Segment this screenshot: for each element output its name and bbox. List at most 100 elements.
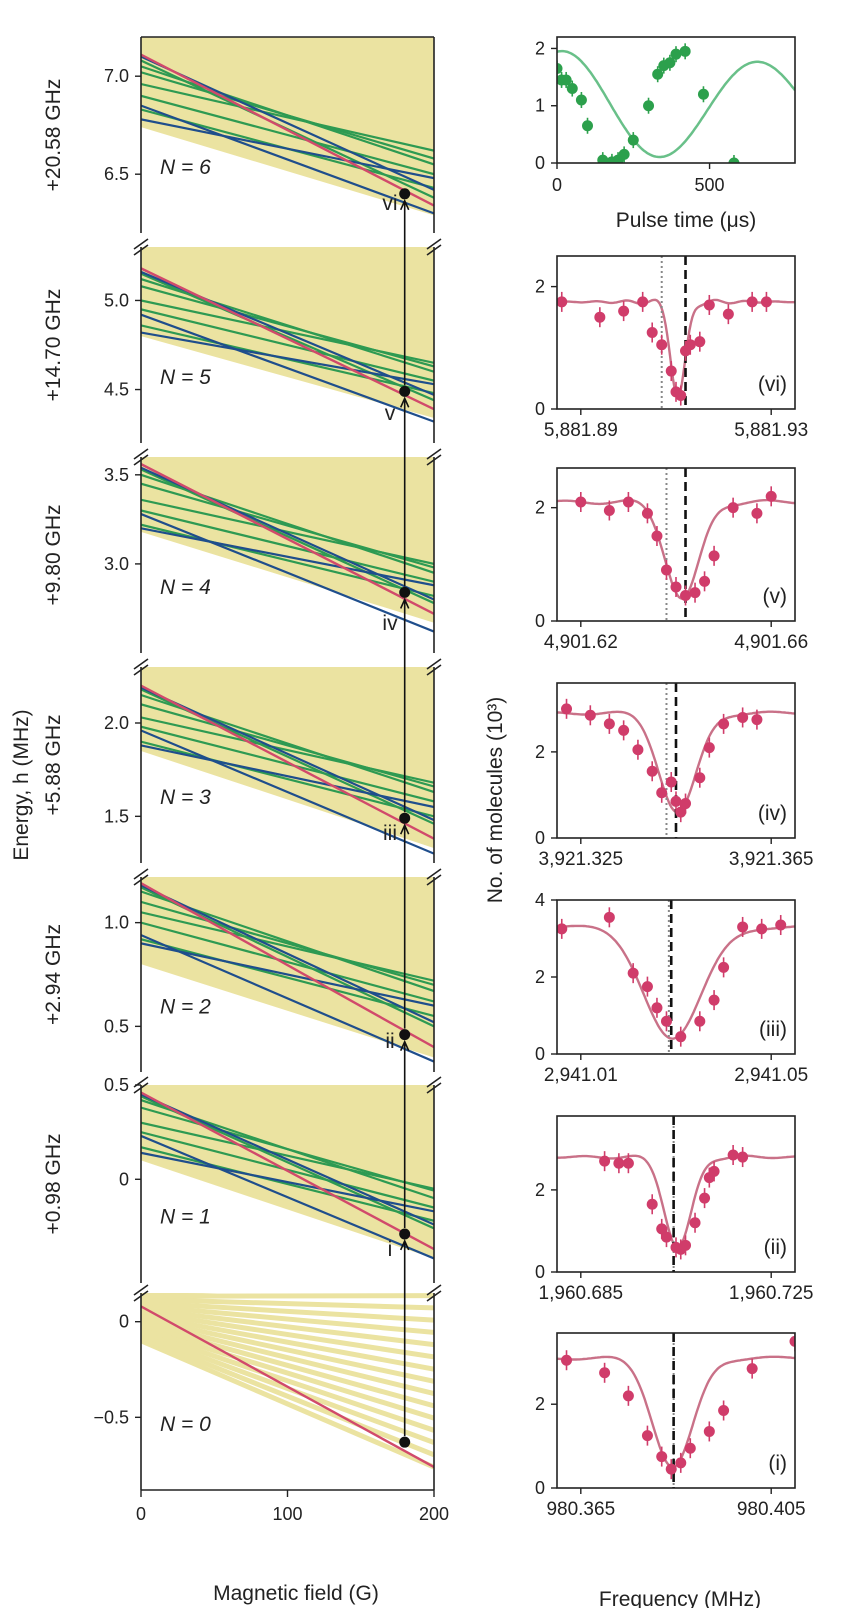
spectrum-panel: 0 2 1,960.685 1,960.725 (ii) <box>535 1115 813 1304</box>
rabi-data-point <box>566 83 578 95</box>
y-tick-label: 3.5 <box>104 465 129 485</box>
x-tick-label: 5,881.89 <box>544 420 618 441</box>
rotational-level-label: N = 2 <box>160 996 211 1019</box>
spectrum-data-point <box>694 1015 706 1027</box>
spectrum-data-point <box>684 339 696 351</box>
y-tick-label: 2 <box>535 277 545 297</box>
spectrum-data-point <box>603 911 615 923</box>
green-state-line <box>141 94 434 176</box>
manifold-line <box>141 1296 434 1311</box>
y-tick-label: 2 <box>535 967 545 987</box>
state-fan <box>141 1293 434 1470</box>
manifold-line <box>141 1293 434 1299</box>
y-tick-label: 0 <box>119 1169 129 1189</box>
arrow-head <box>399 1239 410 1251</box>
spectrum-data-point <box>708 550 720 562</box>
axis-break-mark <box>426 1284 442 1302</box>
arrow-head <box>399 597 410 609</box>
green-state-line <box>141 71 434 160</box>
green-state-line <box>141 703 434 788</box>
spectrum-label: (ii) <box>764 1236 787 1259</box>
y-tick-label: 0 <box>535 1044 545 1064</box>
state-marker <box>399 1029 411 1041</box>
energy-panel: 3.0 3.5 +9.80 GHz N = 4 v <box>42 402 442 653</box>
x-tick-label: 2,941.01 <box>544 1065 618 1086</box>
y-tick-label: 1.0 <box>104 913 129 933</box>
spectrum-data-point <box>665 365 677 377</box>
energy-panel: 0.5 1.0 +2.94 GHz N = 2 iii <box>42 822 442 1072</box>
spectrum-data-point <box>708 994 720 1006</box>
y-tick-label: 2 <box>535 498 545 518</box>
panel-plot-area <box>141 1085 434 1260</box>
rabi-data-point <box>664 57 676 69</box>
axis-break-mark <box>426 868 442 886</box>
red-state-line <box>141 267 434 411</box>
spectrum-data-point <box>599 1155 611 1167</box>
spectrum-data-point <box>599 1367 611 1379</box>
spectrum-data-point <box>603 505 615 516</box>
y-tick-label: 2 <box>535 1394 545 1414</box>
spectrum-data-point <box>656 787 668 799</box>
energy-panel: −0.5 0 N = 0 i <box>93 1238 442 1491</box>
spectrum-data-point <box>584 709 596 721</box>
y-tick-label: 2 <box>535 38 545 58</box>
spectrum-data-point <box>694 772 706 784</box>
panel-plot-area <box>141 1293 434 1470</box>
left-ylabel: Energy, h (MHz) <box>10 709 33 860</box>
y-tick-label: 4 <box>535 890 545 910</box>
arrow-head <box>399 396 410 408</box>
state-marker <box>399 188 411 200</box>
state-manifold <box>141 37 434 216</box>
energy-panel: 1.5 2.0 +5.88 GHz N = 3 iv <box>42 612 442 863</box>
spectrum-plot-area <box>557 468 795 621</box>
x-tick-label: 5,881.93 <box>734 420 808 441</box>
energy-offset-label: +14.70 GHz <box>42 289 65 402</box>
spectrum-label: (vi) <box>758 373 787 396</box>
spectrum-data-point <box>665 1463 677 1475</box>
spectrum-data-point <box>718 1405 730 1416</box>
transition-label: i <box>388 1238 393 1261</box>
spectrum-data-point <box>727 502 739 514</box>
plot-frame <box>556 1115 796 1273</box>
spectrum-data-point <box>618 305 630 317</box>
spectrum-fit-curve <box>557 1355 795 1469</box>
spectrum-panel: 0 2 5,881.89 5,881.93 (vi) <box>535 255 808 441</box>
manifold-line <box>141 1312 434 1372</box>
x-tick-label: 0 <box>552 175 562 195</box>
spectrum-data-point <box>675 390 687 402</box>
spectrum-data-point <box>660 1015 672 1027</box>
spectrum-data-point <box>760 296 772 308</box>
spectrum-data-point <box>670 581 682 593</box>
arrow-head <box>399 1039 410 1051</box>
rabi-data-point <box>728 157 740 163</box>
rabi-data-point <box>575 94 587 106</box>
spectrum-panel: 0 2 3,921.325 3,921.365 (iv) <box>535 682 813 870</box>
energy-offset-label: +2.94 GHz <box>42 924 65 1025</box>
spectrum-panel: 0 2 4,901.62 4,901.66 (v) <box>535 467 808 653</box>
spectrum-data-point <box>646 1198 658 1210</box>
rabi-data-point <box>627 134 639 146</box>
green-state-line <box>141 725 434 803</box>
spectrum-data-point <box>727 1149 739 1161</box>
green-state-line <box>141 272 434 402</box>
y-tick-label: 0 <box>535 611 545 631</box>
spectrum-data-point <box>737 711 749 723</box>
rabi-data-point <box>679 45 691 57</box>
y-tick-label: 3.0 <box>104 554 129 574</box>
spectrum-data-point <box>594 311 606 323</box>
y-tick-label: 0 <box>535 153 545 173</box>
spectrum-data-point <box>684 1442 696 1454</box>
spectrum-data-point <box>746 1363 758 1375</box>
spectrum-plot-area <box>557 1116 795 1272</box>
blue-state-line <box>141 1151 434 1213</box>
green-state-line <box>141 482 434 569</box>
state-marker <box>399 1228 411 1240</box>
blue-state-line <box>141 104 434 215</box>
green-state-line <box>141 523 434 598</box>
x-tick-label: 980.405 <box>737 1499 806 1520</box>
spectrum-data-point <box>680 1239 692 1251</box>
axis-break-mark <box>133 658 149 676</box>
panel-plot-area <box>141 457 434 633</box>
rotational-level-label: N = 0 <box>160 1413 211 1436</box>
spectrum-data-point <box>718 718 730 730</box>
